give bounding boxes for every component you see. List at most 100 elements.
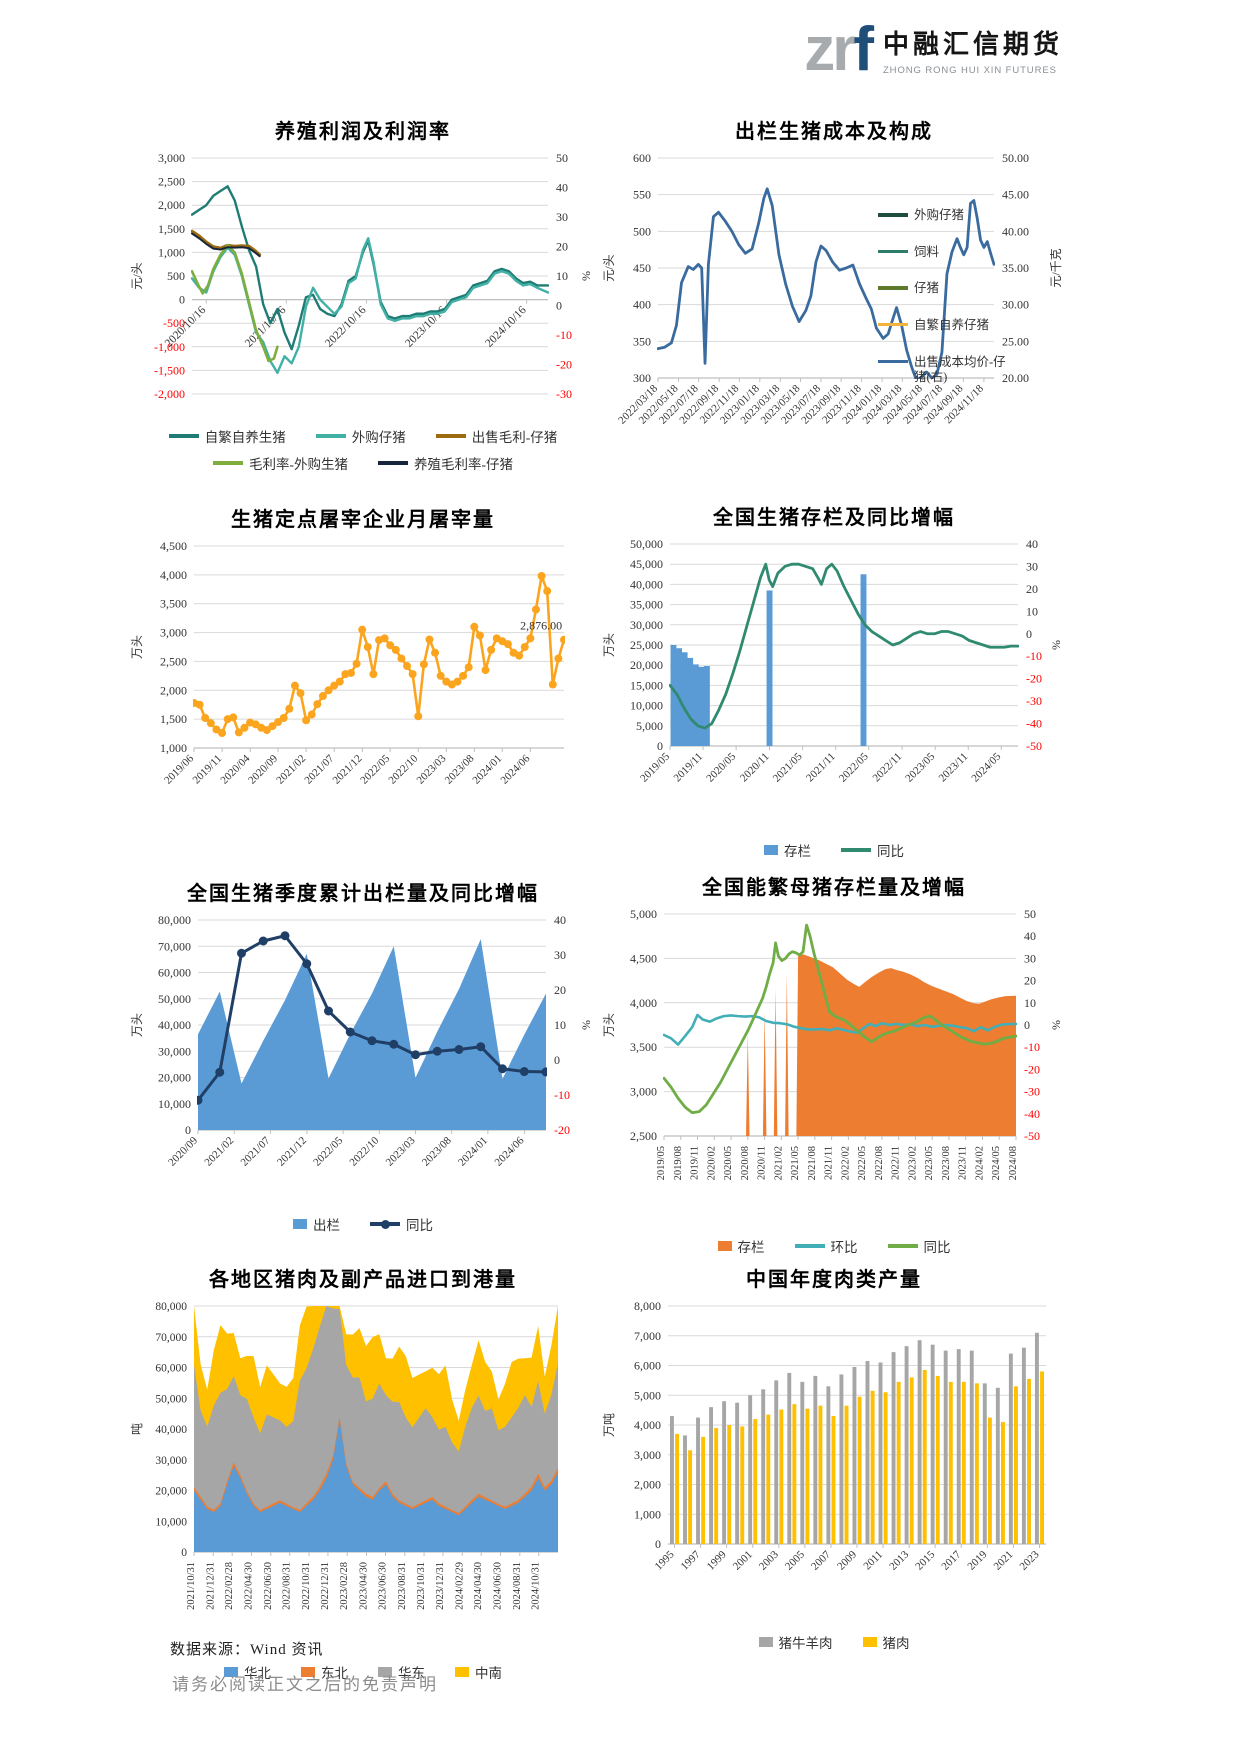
svg-text:-50: -50 xyxy=(1026,739,1042,753)
legend-label: 中南 xyxy=(475,1666,502,1681)
legend-item: 存栏 xyxy=(717,1236,765,1256)
svg-text:2023/08: 2023/08 xyxy=(941,1146,952,1180)
chart-pig-inventory: 全国生猪存栏及同比增幅 0 5,000 10,000 15,000 20,000 25,00… xyxy=(600,496,1068,867)
svg-text:3,500: 3,500 xyxy=(630,1040,657,1054)
svg-text:2019/08: 2019/08 xyxy=(673,1146,684,1180)
svg-text:30: 30 xyxy=(1026,559,1038,573)
legend-label: 自繁自养生猪 xyxy=(204,430,286,445)
svg-text:2020/05: 2020/05 xyxy=(723,1146,734,1180)
svg-text:2007: 2007 xyxy=(809,1548,833,1572)
svg-text:3,000: 3,000 xyxy=(630,1085,657,1099)
svg-text:60,000: 60,000 xyxy=(158,966,191,980)
annual-meat-output-legend: 猪牛羊肉 猪肉 xyxy=(600,1632,1068,1659)
svg-text:70,000: 70,000 xyxy=(155,1332,187,1344)
svg-text:1,500: 1,500 xyxy=(160,712,187,726)
svg-text:0: 0 xyxy=(181,1547,187,1559)
svg-text:3,000: 3,000 xyxy=(160,626,187,640)
svg-text:-10: -10 xyxy=(1026,649,1042,663)
legend-label: 环比 xyxy=(830,1240,858,1255)
svg-text:万头: 万头 xyxy=(130,635,144,659)
svg-text:2022/11: 2022/11 xyxy=(891,1146,902,1180)
svg-text:2022/12/31: 2022/12/31 xyxy=(320,1562,331,1610)
svg-text:2023/05: 2023/05 xyxy=(903,750,937,784)
svg-text:25,000: 25,000 xyxy=(630,638,663,652)
svg-text:-10: -10 xyxy=(556,328,572,342)
company-logo: zrf 中融汇信期货 ZHONG RONG HUI XIN FUTURES xyxy=(804,19,1063,81)
sow-inventory-legend: 存栏 环比 同比 xyxy=(600,1236,1068,1263)
svg-text:20: 20 xyxy=(1024,974,1036,988)
legend-label: 存栏 xyxy=(784,844,811,859)
svg-text:2021/02: 2021/02 xyxy=(773,1146,784,1180)
svg-text:2019/11: 2019/11 xyxy=(191,753,225,787)
svg-text:2020/05: 2020/05 xyxy=(704,750,738,784)
legend-item: 猪肉 xyxy=(862,1632,910,1652)
legend-label: 猪肉 xyxy=(882,1636,910,1651)
svg-text:2022/02/28: 2022/02/28 xyxy=(224,1562,235,1610)
svg-text:20,000: 20,000 xyxy=(630,658,663,672)
svg-text:40: 40 xyxy=(554,913,566,927)
svg-text:2022/08/31: 2022/08/31 xyxy=(282,1562,293,1610)
legend-item: 饲料 xyxy=(878,245,1014,261)
svg-text:10: 10 xyxy=(1024,996,1036,1010)
data-label: 2,876.00 xyxy=(520,619,562,633)
svg-text:40: 40 xyxy=(1026,537,1038,551)
svg-text:7,000: 7,000 xyxy=(634,1329,661,1343)
svg-text:2024/08: 2024/08 xyxy=(1008,1146,1019,1180)
svg-text:350: 350 xyxy=(633,334,651,348)
legend-label: 出售成本均价-仔猪(右) xyxy=(914,354,1006,385)
svg-text:-500: -500 xyxy=(163,316,185,330)
chart-annual-meat-output: 中国年度肉类产量 0 1,000 2,000 3,000 4,000 5,000 6,000 7… xyxy=(600,1258,1068,1659)
slaughter-cost-legend: 外购仔猪 饲料 仔猪 自繁自养仔猪 出售成本均价-仔猪(右) xyxy=(878,208,1014,386)
svg-text:40,000: 40,000 xyxy=(630,577,663,591)
svg-text:-1,000: -1,000 xyxy=(154,340,185,354)
svg-text:万头: 万头 xyxy=(602,633,616,657)
svg-text:20.00: 20.00 xyxy=(1002,371,1029,385)
svg-text:2,000: 2,000 xyxy=(160,683,187,697)
svg-text:2023/03: 2023/03 xyxy=(414,752,448,786)
svg-text:5,000: 5,000 xyxy=(636,719,663,733)
legend-label: 出栏 xyxy=(313,1218,340,1233)
svg-text:2023/11: 2023/11 xyxy=(937,751,971,785)
legend-label: 仔猪 xyxy=(914,281,940,296)
svg-text:2,500: 2,500 xyxy=(160,654,187,668)
svg-text:2023/02/28: 2023/02/28 xyxy=(339,1562,350,1610)
svg-text:45,000: 45,000 xyxy=(630,557,663,571)
svg-text:2022/10/31: 2022/10/31 xyxy=(301,1562,312,1610)
pork-imports-plot: 0 10,000 20,000 30,000 40,000 50,000 60,000 70,… xyxy=(130,1301,558,1610)
logo-chinese-name: 中融汇信期货 xyxy=(882,28,1063,59)
svg-text:50: 50 xyxy=(556,151,568,165)
svg-text:30,000: 30,000 xyxy=(630,618,663,632)
legend-item: 华东 xyxy=(378,1662,425,1682)
svg-text:2021/11: 2021/11 xyxy=(804,751,838,785)
svg-text:2023/02: 2023/02 xyxy=(907,1146,918,1180)
disclaimer-note: 请务必阅读正文之后的免责声明 xyxy=(172,1675,438,1694)
svg-text:2021/05: 2021/05 xyxy=(790,1146,801,1180)
svg-text:2021/11: 2021/11 xyxy=(824,1146,835,1180)
svg-text:2001: 2001 xyxy=(731,1549,755,1573)
svg-text:2009: 2009 xyxy=(835,1548,859,1572)
legend-item: 华北 xyxy=(224,1662,271,1682)
svg-text:2019/05: 2019/05 xyxy=(638,750,672,784)
svg-text:2022/11: 2022/11 xyxy=(871,751,905,785)
svg-text:2024/10/31: 2024/10/31 xyxy=(531,1562,542,1610)
svg-text:2021/02: 2021/02 xyxy=(202,1135,236,1169)
svg-text:80,000: 80,000 xyxy=(158,913,191,927)
svg-text:2024/05: 2024/05 xyxy=(969,750,1003,784)
svg-text:-30: -30 xyxy=(1024,1085,1040,1099)
svg-text:300: 300 xyxy=(633,371,651,385)
svg-text:%: % xyxy=(579,1020,593,1030)
svg-text:400: 400 xyxy=(633,298,651,312)
svg-text:4,500: 4,500 xyxy=(160,539,187,553)
pig-inventory-plot: 0 5,000 10,000 15,000 20,000 25,000 30,000 35,0… xyxy=(602,537,1063,785)
svg-text:2024/10/16: 2024/10/16 xyxy=(483,304,529,350)
chart-title-pig-inventory: 全国生猪存栏及同比增幅 xyxy=(713,507,955,529)
svg-text:2023/10/31: 2023/10/31 xyxy=(416,1562,427,1610)
svg-text:1997: 1997 xyxy=(679,1548,703,1572)
svg-text:2021/05: 2021/05 xyxy=(771,750,805,784)
chart-title-breeding-profit: 养殖利润及利润率 xyxy=(275,121,451,143)
svg-text:-40: -40 xyxy=(1026,717,1042,731)
svg-text:%: % xyxy=(579,271,593,281)
svg-text:2,000: 2,000 xyxy=(634,1478,661,1492)
chart-title-sow-inventory: 全国能繁母猪存栏量及增幅 xyxy=(702,877,966,899)
svg-text:2021/10/31: 2021/10/31 xyxy=(186,1562,197,1610)
